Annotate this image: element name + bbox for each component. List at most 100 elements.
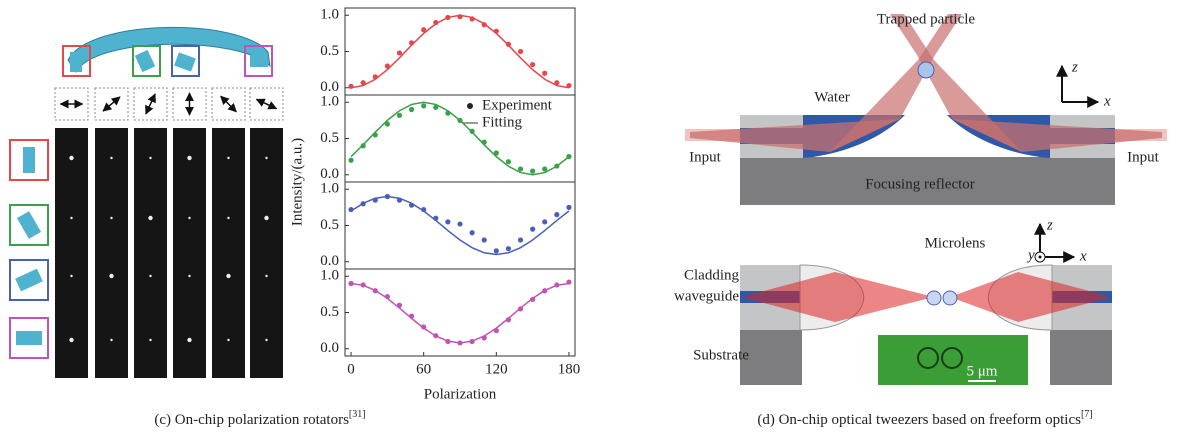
data-point (384, 63, 390, 69)
label: z (1071, 59, 1078, 75)
label: Microlens (925, 235, 986, 251)
subplot: 0.0 0.5 1.0 (320, 181, 576, 270)
y-tick-label: 1.0 (320, 268, 339, 284)
caption: (c) On-chip polarization rotators[31] (154, 409, 365, 428)
data-point (554, 80, 560, 86)
y-tick-label: 0.5 (320, 43, 339, 59)
image-column (134, 128, 167, 378)
spot (110, 338, 113, 342)
data-point (348, 157, 354, 163)
image-column (173, 128, 206, 378)
arrow (255, 98, 278, 110)
data-point (396, 112, 403, 118)
data-point (505, 159, 512, 165)
label: Input (1127, 149, 1159, 165)
y-tick-label: 1.0 (320, 94, 339, 110)
data-point (566, 204, 572, 210)
tweezer-diagram (685, 14, 1167, 205)
spot (69, 155, 74, 161)
spot (188, 274, 191, 278)
image-column (250, 128, 283, 378)
arrow (220, 95, 237, 113)
spot (187, 337, 192, 343)
arrow-box (94, 87, 129, 121)
spot (70, 216, 73, 220)
data-point (421, 27, 427, 33)
label: Focusing reflector (865, 176, 975, 192)
data-point (530, 226, 536, 232)
mode-icons (9, 139, 49, 359)
spot (227, 216, 230, 220)
label: Water (814, 89, 849, 105)
arrow (102, 96, 121, 112)
image-column (95, 128, 128, 378)
spot (187, 155, 192, 161)
y-tick-label: 0.5 (320, 217, 339, 233)
y-tick-label: 0.0 (320, 166, 339, 182)
caption-ref: [7] (1081, 409, 1093, 420)
subplot: 0.0 0.5 1.0 (320, 7, 576, 96)
data-point (493, 150, 499, 156)
caption-text: (d) On-chip optical tweezers based on fr… (757, 412, 1081, 428)
spot (148, 215, 153, 221)
y-tick-label: 1.0 (320, 181, 339, 197)
data-point (481, 237, 487, 243)
label: Input (689, 149, 721, 165)
label: Cladding (684, 267, 739, 283)
label: waveguide (674, 288, 739, 304)
y-tick-label: 0.0 (320, 79, 339, 95)
arrow-box (54, 87, 89, 121)
caption: (d) On-chip optical tweezers based on fr… (757, 409, 1092, 428)
y-tick-label: 0.5 (320, 130, 339, 146)
microlens-diagram (740, 222, 1112, 385)
x-tick-label: 0 (347, 361, 355, 377)
data-point (530, 168, 536, 174)
spot (227, 156, 230, 160)
data-point (360, 80, 366, 86)
spot (69, 337, 74, 343)
spot (265, 338, 268, 342)
data-point (493, 248, 499, 254)
data-point (421, 103, 427, 109)
label: y (1026, 247, 1035, 263)
spot (149, 338, 152, 342)
fit-line (350, 282, 570, 344)
y-tick-label: 0.0 (320, 253, 339, 269)
label: Substrate (693, 347, 749, 363)
data-point (457, 221, 463, 227)
image-column (55, 128, 88, 378)
arrow-box (211, 87, 246, 121)
spot (265, 156, 268, 160)
y-axis-label: Intensity/(a.u.) (289, 138, 305, 226)
data-point (469, 230, 475, 236)
data-point (530, 61, 536, 68)
fit-line (350, 14, 570, 89)
subplot: 0.0 0.5 1.0 0 60 120 180 (320, 268, 580, 378)
y-tick-label: 0.0 (320, 340, 339, 356)
label: x (1103, 93, 1111, 109)
legend-label: Fitting (482, 114, 523, 130)
arrow-box (172, 87, 207, 121)
image-column (212, 128, 245, 378)
x-axis-label: Polarization (424, 386, 497, 402)
label: z (1046, 217, 1053, 233)
data-point (542, 166, 548, 172)
data-point (542, 70, 548, 76)
data-point (517, 48, 524, 55)
data-point (505, 317, 512, 323)
plot-frame (344, 7, 576, 96)
data-point (445, 219, 451, 225)
x-tick-label: 180 (558, 361, 581, 377)
spot (110, 216, 113, 220)
fit-line (350, 101, 570, 176)
fit-line (350, 195, 570, 256)
caption-ref: [31] (349, 409, 366, 420)
device-render (62, 27, 273, 77)
x-tick-label: 120 (485, 361, 508, 377)
data-point (408, 106, 415, 113)
data-point (554, 212, 560, 218)
data-point (517, 237, 524, 243)
data-point (433, 104, 439, 110)
spot (70, 274, 73, 278)
